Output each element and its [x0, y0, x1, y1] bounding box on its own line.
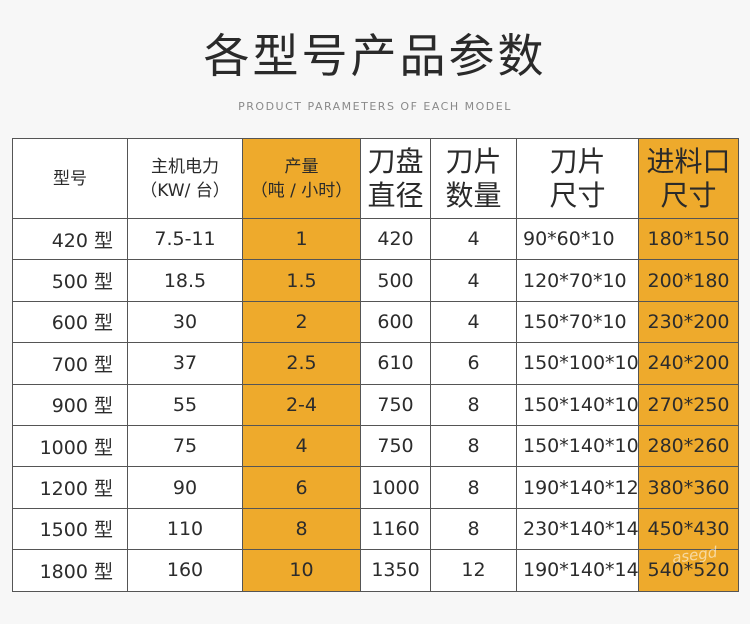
cell-blade-count: 6	[430, 342, 517, 385]
cell-inlet-size: 280*260	[638, 424, 739, 468]
cell-blade-size: 150*100*10	[516, 342, 639, 385]
header-blade-count-line-2: 数量	[445, 178, 502, 212]
header-disc-diameter-line-2: 直径	[367, 178, 424, 212]
cell-model: 900 型	[12, 383, 128, 426]
cell-power: 110	[127, 507, 243, 551]
table-row: 1800 型 160 10 1350 12 190*140*14 540*520	[12, 549, 739, 592]
table-row: 600 型 30 2 600 4 150*70*10 230*200	[12, 300, 739, 344]
cell-capacity: 2.5	[242, 342, 361, 385]
cell-capacity: 2-4	[242, 383, 361, 426]
cell-blade-size: 150*140*10	[516, 383, 639, 426]
cell-blade-size: 190*140*12	[516, 466, 639, 509]
header-capacity-line-1: 产量	[284, 156, 319, 177]
table-row: 900 型 55 2-4 750 8 150*140*10 270*250	[12, 383, 739, 426]
page-title: 各型号产品参数	[203, 29, 547, 83]
table-row: 1200 型 90 6 1000 8 190*140*12 380*360	[12, 466, 739, 509]
cell-disc-diameter: 1000	[360, 466, 431, 509]
cell-power: 160	[127, 549, 243, 592]
cell-power: 37	[127, 342, 243, 385]
cell-inlet-size: 230*200	[638, 300, 739, 344]
cell-capacity: 6	[242, 466, 361, 509]
cell-disc-diameter: 600	[360, 300, 431, 344]
cell-capacity: 2	[242, 300, 361, 344]
cell-blade-count: 4	[430, 300, 517, 344]
cell-disc-diameter: 1160	[360, 507, 431, 551]
cell-blade-size: 150*70*10	[516, 300, 639, 344]
cell-capacity: 4	[242, 424, 361, 468]
cell-disc-diameter: 420	[360, 217, 431, 261]
header-blade-count: 刀片 数量	[430, 138, 517, 219]
header-inlet-size-line-2: 尺寸	[660, 178, 717, 212]
header-model: 型号	[12, 138, 128, 219]
header-blade-size-line-2: 尺寸	[549, 178, 606, 212]
cell-disc-diameter: 1350	[360, 549, 431, 592]
cell-blade-size: 90*60*10	[516, 217, 639, 261]
cell-power: 7.5-11	[127, 217, 243, 261]
cell-disc-diameter: 500	[360, 259, 431, 302]
cell-inlet-size: 270*250	[638, 383, 739, 426]
cell-model: 420 型	[12, 217, 128, 261]
header-power-line-2: （KW/ 台）	[140, 180, 230, 201]
cell-blade-count: 4	[430, 217, 517, 261]
header-disc-diameter: 刀盘 直径	[360, 138, 431, 219]
cell-model: 1000 型	[12, 424, 128, 468]
table-header-row: 型号 主机电力 （KW/ 台） 产量 （吨 / 小时） 刀盘 直径 刀片 数量 …	[12, 138, 739, 219]
cell-power: 75	[127, 424, 243, 468]
table-row: 420 型 7.5-11 1 420 4 90*60*10 180*150	[12, 217, 739, 261]
cell-model: 600 型	[12, 300, 128, 344]
table-row: 1000 型 75 4 750 8 150*140*10 280*260	[12, 424, 739, 468]
cell-blade-count: 8	[430, 507, 517, 551]
cell-inlet-size: 540*520	[638, 549, 739, 592]
header-blade-size-line-1: 刀片	[549, 144, 606, 178]
page-subtitle: PRODUCT PARAMETERS OF EACH MODEL	[238, 100, 512, 113]
cell-blade-size: 120*70*10	[516, 259, 639, 302]
cell-model: 1500 型	[12, 507, 128, 551]
cell-blade-count: 12	[430, 549, 517, 592]
header-model-line-1: 型号	[53, 168, 87, 189]
cell-inlet-size: 200*180	[638, 259, 739, 302]
cell-blade-count: 8	[430, 383, 517, 426]
header-power-line-1: 主机电力	[151, 156, 219, 177]
cell-capacity: 1	[242, 217, 361, 261]
cell-model: 1800 型	[12, 549, 128, 592]
cell-blade-count: 8	[430, 466, 517, 509]
cell-model: 700 型	[12, 342, 128, 385]
cell-capacity: 1.5	[242, 259, 361, 302]
header-disc-diameter-line-1: 刀盘	[367, 144, 424, 178]
cell-power: 55	[127, 383, 243, 426]
cell-power: 18.5	[127, 259, 243, 302]
cell-blade-count: 8	[430, 424, 517, 468]
cell-blade-size: 230*140*14	[516, 507, 639, 551]
header-capacity: 产量 （吨 / 小时）	[242, 138, 361, 219]
cell-inlet-size: 240*200	[638, 342, 739, 385]
header-capacity-line-2: （吨 / 小时）	[250, 180, 353, 201]
cell-blade-count: 4	[430, 259, 517, 302]
cell-power: 30	[127, 300, 243, 344]
header-blade-size: 刀片 尺寸	[516, 138, 639, 219]
cell-inlet-size: 380*360	[638, 466, 739, 509]
table-row: 1500 型 110 8 1160 8 230*140*14 450*430	[12, 507, 739, 551]
cell-blade-size: 150*140*10	[516, 424, 639, 468]
cell-inlet-size: 450*430	[638, 507, 739, 551]
cell-blade-size: 190*140*14	[516, 549, 639, 592]
header-inlet-size-line-1: 进料口	[646, 144, 731, 178]
cell-model: 1200 型	[12, 466, 128, 509]
header-power: 主机电力 （KW/ 台）	[127, 138, 243, 219]
table-row: 500 型 18.5 1.5 500 4 120*70*10 200*180	[12, 259, 739, 302]
cell-capacity: 10	[242, 549, 361, 592]
cell-power: 90	[127, 466, 243, 509]
header-blade-count-line-1: 刀片	[445, 144, 502, 178]
cell-disc-diameter: 750	[360, 424, 431, 468]
cell-inlet-size: 180*150	[638, 217, 739, 261]
cell-disc-diameter: 610	[360, 342, 431, 385]
cell-model: 500 型	[12, 259, 128, 302]
parameter-table: 型号 主机电力 （KW/ 台） 产量 （吨 / 小时） 刀盘 直径 刀片 数量 …	[12, 138, 739, 592]
cell-capacity: 8	[242, 507, 361, 551]
cell-disc-diameter: 750	[360, 383, 431, 426]
table-row: 700 型 37 2.5 610 6 150*100*10 240*200	[12, 342, 739, 385]
header-inlet-size: 进料口 尺寸	[638, 138, 739, 219]
